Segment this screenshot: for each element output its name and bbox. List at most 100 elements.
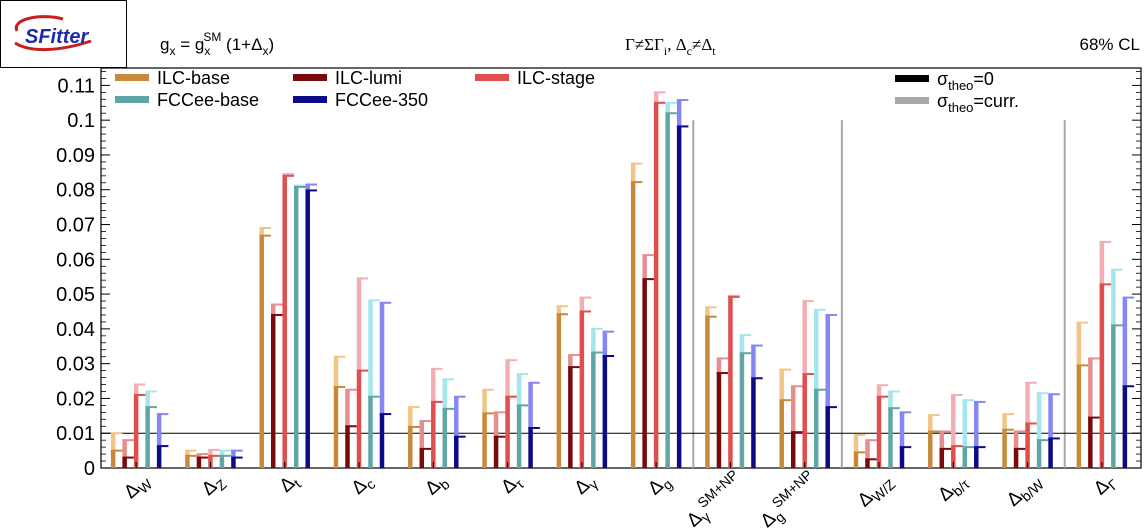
bar-curr bbox=[716, 358, 722, 374]
bar-curr bbox=[579, 297, 585, 312]
bar-theo0 bbox=[379, 414, 385, 468]
y-tick-label: 0.08 bbox=[56, 180, 95, 202]
legend-swatch bbox=[293, 74, 327, 81]
bar-curr bbox=[368, 300, 373, 397]
legend-swatch-theory bbox=[895, 75, 929, 82]
bar-theo0 bbox=[431, 401, 436, 468]
bar-theo0 bbox=[853, 452, 859, 468]
bar-theo0 bbox=[568, 367, 573, 468]
bar-theo0 bbox=[333, 386, 339, 468]
bar-theo0 bbox=[779, 400, 784, 468]
bar-curr bbox=[1036, 393, 1042, 441]
bar-curr bbox=[1048, 394, 1053, 439]
bar-theo0 bbox=[602, 356, 608, 468]
bar-theo0 bbox=[493, 436, 499, 468]
legend-swatch bbox=[475, 74, 509, 81]
bar-theo0 bbox=[528, 428, 533, 468]
bar-theo0 bbox=[1013, 448, 1019, 468]
bar-curr bbox=[333, 356, 339, 387]
y-tick-label: 0.07 bbox=[56, 215, 95, 237]
bar-curr bbox=[676, 100, 682, 127]
plot-area bbox=[100, 67, 1142, 469]
bar-theo0 bbox=[122, 457, 127, 468]
legend-label: ILC-stage bbox=[517, 68, 595, 88]
bar-theo0 bbox=[653, 102, 659, 469]
bar-theo0 bbox=[556, 314, 562, 468]
bar-theo0 bbox=[591, 352, 596, 468]
bar-curr bbox=[345, 389, 350, 427]
bar-curr bbox=[133, 384, 139, 395]
bar-curr bbox=[219, 450, 225, 456]
bar-curr bbox=[556, 306, 562, 315]
bar-curr bbox=[231, 450, 236, 458]
bar-curr bbox=[790, 386, 796, 433]
bar-curr bbox=[442, 379, 448, 409]
axes: 0 0.01 0.02 0.03 0.04 0.05 0.06 0.07 0.08 0.09 0.1… bbox=[56, 71, 1141, 480]
bar-theo0 bbox=[676, 126, 682, 468]
bar-curr bbox=[802, 301, 807, 375]
bar-theo0 bbox=[825, 407, 830, 468]
x-tick-label: Δb/τ bbox=[934, 470, 973, 508]
x-tick-label: Δb/W bbox=[1003, 470, 1048, 514]
bar-theo0 bbox=[951, 446, 956, 468]
x-tick-label: Δg bbox=[644, 470, 675, 502]
bar-curr bbox=[665, 102, 670, 114]
bar-curr bbox=[493, 412, 499, 437]
bar-theo0 bbox=[790, 432, 796, 468]
legend-label: FCCee-base bbox=[157, 90, 259, 110]
x-tick-label: ΔW/Z bbox=[854, 470, 899, 514]
bar-curr bbox=[431, 368, 436, 402]
y-tick-label: 0 bbox=[84, 458, 95, 480]
y-tick-label: 0.1 bbox=[67, 110, 95, 132]
bar-curr bbox=[1002, 414, 1007, 430]
bar-theo0 bbox=[270, 314, 276, 468]
bar-theo0 bbox=[705, 316, 710, 468]
bar-curr bbox=[876, 385, 882, 397]
bar-theo0 bbox=[1048, 438, 1053, 468]
bar-curr bbox=[899, 412, 905, 448]
bar-theo0 bbox=[928, 431, 933, 468]
bar-curr bbox=[454, 396, 459, 437]
bar-curr bbox=[482, 389, 487, 414]
bar-curr bbox=[408, 407, 413, 427]
bars bbox=[110, 91, 1135, 469]
bar-curr bbox=[528, 382, 533, 428]
bar-theo0 bbox=[442, 408, 448, 468]
bar-curr bbox=[208, 449, 213, 456]
y-tick-label: 0.04 bbox=[56, 319, 95, 341]
plot-frame bbox=[100, 67, 1142, 469]
legend-swatch bbox=[115, 74, 149, 81]
y-tick-label: 0.01 bbox=[56, 423, 95, 445]
bar-theo0 bbox=[345, 426, 350, 468]
bar-curr bbox=[705, 307, 710, 317]
bar-theo0 bbox=[368, 396, 373, 468]
bar-theo0 bbox=[505, 396, 510, 468]
bar-curr bbox=[259, 228, 264, 236]
bar-theo0 bbox=[259, 235, 264, 468]
bar-curr bbox=[591, 328, 596, 353]
bar-curr bbox=[1099, 241, 1105, 285]
condition-label: Γ≠ΣΓi, Δc≠Δt bbox=[625, 35, 716, 58]
x-tick-label: Δt bbox=[276, 470, 304, 499]
y-tick-label: 0.03 bbox=[56, 354, 95, 376]
bar-curr bbox=[379, 302, 385, 415]
bar-theo0 bbox=[482, 413, 487, 468]
legend-label-theory: σtheo=0 bbox=[937, 69, 994, 93]
bar-theo0 bbox=[305, 190, 310, 468]
bar-theo0 bbox=[665, 113, 670, 468]
bar-curr bbox=[939, 431, 945, 449]
bar-curr bbox=[110, 433, 116, 451]
x-tick-label: Δc bbox=[348, 470, 379, 501]
bar-curr bbox=[185, 450, 190, 456]
bar-curr bbox=[156, 414, 162, 447]
bar-theo0 bbox=[419, 448, 425, 468]
y-tick-label: 0.06 bbox=[56, 249, 95, 271]
bar-theo0 bbox=[939, 448, 945, 468]
bar-theo0 bbox=[408, 426, 413, 468]
bar-curr bbox=[642, 255, 647, 280]
bar-theo0 bbox=[865, 459, 870, 468]
bar-theo0 bbox=[145, 407, 150, 468]
bar-curr bbox=[1111, 269, 1116, 326]
x-tick-label: ΔΓ bbox=[1090, 470, 1121, 502]
